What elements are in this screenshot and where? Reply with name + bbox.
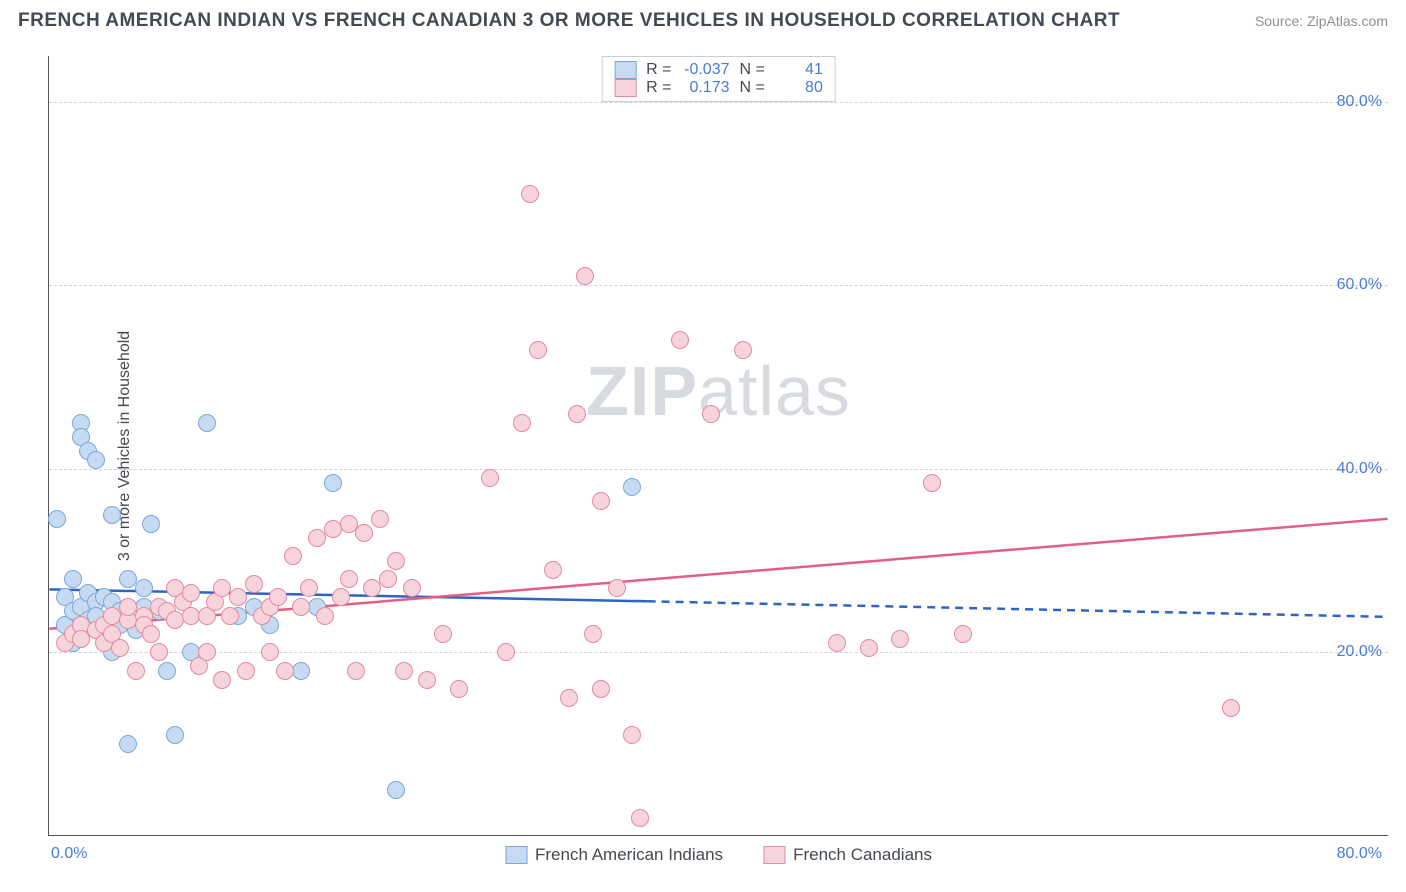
y-tick-label: 80.0%: [1337, 93, 1382, 111]
data-point: [568, 405, 586, 423]
data-point: [387, 552, 405, 570]
gridline: [49, 469, 1388, 470]
data-point: [158, 662, 176, 680]
data-point: [284, 547, 302, 565]
data-point: [269, 588, 287, 606]
n-value-b: 80: [775, 79, 823, 97]
data-point: [592, 680, 610, 698]
data-point: [261, 643, 279, 661]
data-point: [631, 809, 649, 827]
r-value-b: 0.173: [682, 79, 730, 97]
data-point: [513, 414, 531, 432]
swatch-icon: [505, 846, 527, 864]
data-point: [198, 643, 216, 661]
data-point: [150, 643, 168, 661]
data-point: [300, 579, 318, 597]
data-point: [1222, 699, 1240, 717]
bottom-legend: French American Indians French Canadians: [505, 845, 932, 865]
data-point: [87, 451, 105, 469]
data-point: [387, 781, 405, 799]
data-point: [923, 474, 941, 492]
gridline: [49, 285, 1388, 286]
source-attribution: Source: ZipAtlas.com: [1255, 13, 1388, 29]
data-point: [521, 185, 539, 203]
data-point: [403, 579, 421, 597]
data-point: [324, 474, 342, 492]
data-point: [544, 561, 562, 579]
swatch-series-b: [614, 79, 636, 97]
data-point: [371, 510, 389, 528]
data-point: [592, 492, 610, 510]
scatter-chart: ZIPatlas 20.0%40.0%60.0%80.0% R = -0.037…: [48, 56, 1388, 836]
n-value-a: 41: [775, 61, 823, 79]
data-point: [560, 689, 578, 707]
data-point: [103, 506, 121, 524]
data-point: [229, 588, 247, 606]
data-point: [292, 662, 310, 680]
data-point: [198, 414, 216, 432]
chart-title: FRENCH AMERICAN INDIAN VS FRENCH CANADIA…: [18, 10, 1120, 32]
y-tick-label: 20.0%: [1337, 643, 1382, 661]
data-point: [166, 726, 184, 744]
data-point: [891, 630, 909, 648]
legend-item-b: French Canadians: [763, 845, 932, 865]
data-point: [347, 662, 365, 680]
x-tick-min: 0.0%: [51, 845, 87, 863]
data-point: [48, 510, 66, 528]
data-point: [434, 625, 452, 643]
data-point: [418, 671, 436, 689]
swatch-icon: [763, 846, 785, 864]
data-point: [576, 267, 594, 285]
r-value-a: -0.037: [682, 61, 730, 79]
data-point: [497, 643, 515, 661]
data-point: [142, 515, 160, 533]
data-point: [828, 634, 846, 652]
data-point: [379, 570, 397, 588]
data-point: [292, 598, 310, 616]
data-point: [332, 588, 350, 606]
data-point: [213, 671, 231, 689]
trend-lines: [49, 56, 1388, 835]
data-point: [481, 469, 499, 487]
data-point: [608, 579, 626, 597]
data-point: [355, 524, 373, 542]
y-tick-label: 40.0%: [1337, 460, 1382, 478]
data-point: [276, 662, 294, 680]
data-point: [623, 726, 641, 744]
data-point: [584, 625, 602, 643]
data-point: [395, 662, 413, 680]
swatch-series-a: [614, 61, 636, 79]
stats-row-series-a: R = -0.037 N = 41: [614, 61, 823, 79]
y-tick-label: 60.0%: [1337, 276, 1382, 294]
x-tick-max: 80.0%: [1337, 845, 1382, 863]
data-point: [954, 625, 972, 643]
data-point: [702, 405, 720, 423]
data-point: [237, 662, 255, 680]
data-point: [529, 341, 547, 359]
stats-legend-box: R = -0.037 N = 41 R = 0.173 N = 80: [601, 56, 836, 102]
data-point: [671, 331, 689, 349]
data-point: [450, 680, 468, 698]
data-point: [127, 662, 145, 680]
data-point: [111, 639, 129, 657]
legend-item-a: French American Indians: [505, 845, 723, 865]
data-point: [119, 735, 137, 753]
data-point: [316, 607, 334, 625]
gridline: [49, 652, 1388, 653]
data-point: [623, 478, 641, 496]
data-point: [221, 607, 239, 625]
data-point: [142, 625, 160, 643]
data-point: [734, 341, 752, 359]
data-point: [64, 570, 82, 588]
data-point: [135, 579, 153, 597]
data-point: [340, 570, 358, 588]
gridline: [49, 102, 1388, 103]
data-point: [860, 639, 878, 657]
data-point: [182, 584, 200, 602]
stats-row-series-b: R = 0.173 N = 80: [614, 79, 823, 97]
data-point: [245, 575, 263, 593]
